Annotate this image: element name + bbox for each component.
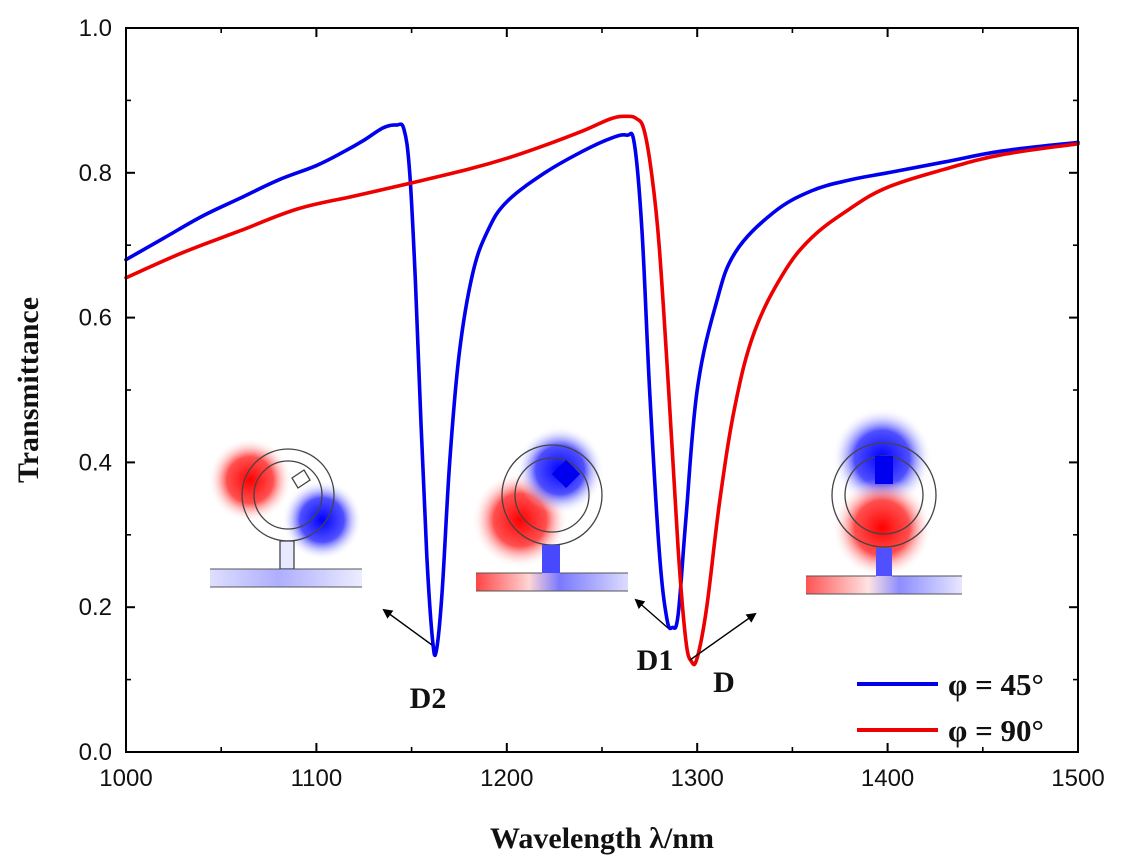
x-tick-label: 1300 [671,765,724,792]
series-line-phi-45 [124,122,1080,658]
field-inset-d2 [208,438,362,588]
y-tick-label: 0.8 [79,160,112,187]
y-tick-label: 0.0 [79,739,112,766]
y-axis-title: Transmittance [12,297,45,483]
legend-label-phi-90: φ = 90° [948,713,1044,748]
x-tick-label: 1400 [861,765,914,792]
field-inset-d1 [472,426,628,592]
legend-label-phi-45: φ = 45° [948,667,1044,702]
annotation-arrow-d2 [382,608,433,646]
x-tick-label: 1100 [291,765,343,792]
annotation-arrow-d [689,612,757,661]
y-tick-label: 0.4 [79,449,112,476]
annotation-label-d2: D2 [410,682,447,715]
field-inset-d [806,408,962,595]
x-tick-label: 1200 [480,765,533,792]
annotation-label-d1: D1 [637,644,674,677]
y-tick-label: 0.2 [79,594,112,621]
x-tick-label: 1500 [1051,765,1104,792]
series-line-phi-90 [124,114,1080,667]
y-tick-label: 1.0 [79,15,112,42]
plot-frame [125,27,1079,753]
y-tick-label: 0.6 [79,305,112,332]
annotation-arrow-d1 [634,598,669,629]
x-axis-title: Wavelength λ/nm [490,822,714,855]
annotation-label-d: D [713,666,735,699]
x-tick-label: 1000 [99,765,152,792]
